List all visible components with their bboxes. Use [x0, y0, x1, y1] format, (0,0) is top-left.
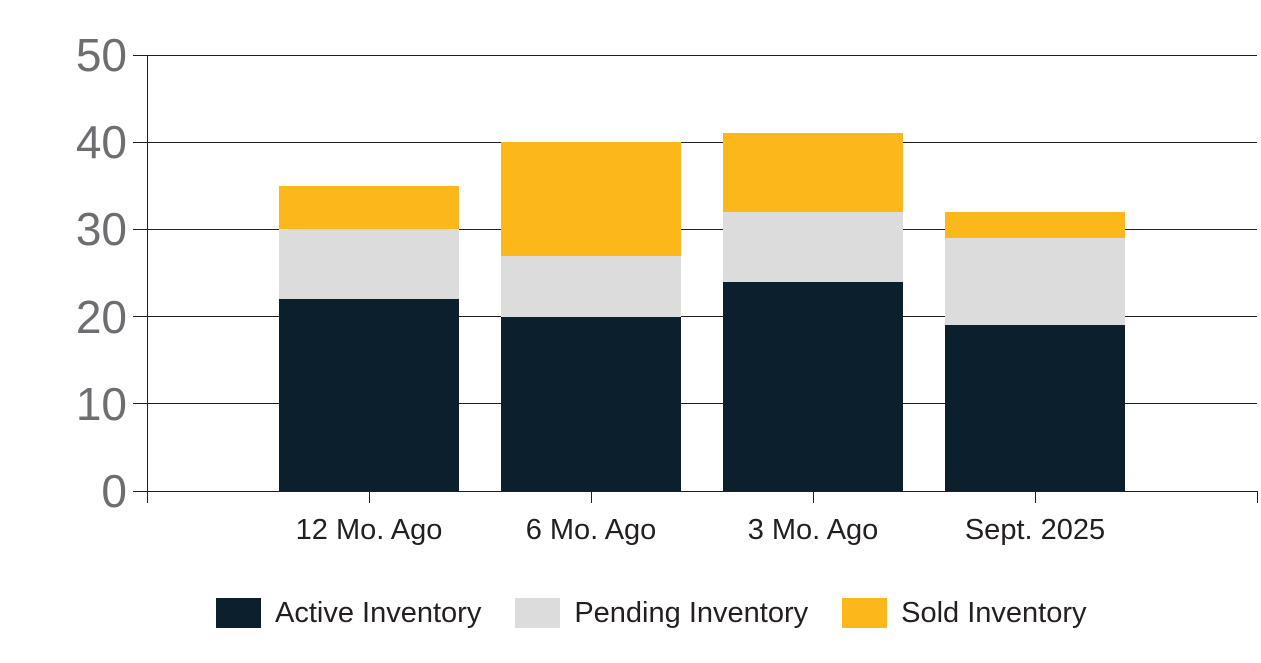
- bar-segment-pending-inventory: [501, 255, 681, 317]
- bar-segment-sold-inventory: [723, 133, 903, 212]
- gridline-50: [133, 54, 1257, 56]
- legend-label: Pending Inventory: [574, 597, 809, 629]
- x-axis-category-label: Sept. 2025: [964, 514, 1106, 546]
- x-axis-category-label: 3 Mo. Ago: [747, 514, 879, 546]
- legend-label: Active Inventory: [275, 597, 482, 629]
- legend-item-pending-inventory: Pending Inventory: [515, 597, 808, 629]
- x-axis-tick: [369, 491, 370, 503]
- y-axis-tick-label: 50: [75, 29, 127, 81]
- legend-swatch: [216, 598, 261, 628]
- x-axis-category-label: 6 Mo. Ago: [525, 514, 657, 546]
- legend-label: Sold Inventory: [901, 597, 1087, 629]
- bar-segment-active-inventory: [279, 299, 459, 491]
- bar-segment-active-inventory: [945, 325, 1125, 491]
- legend-swatch: [515, 598, 561, 628]
- bar-segment-sold-inventory: [279, 185, 459, 230]
- bar-segment-pending-inventory: [723, 211, 903, 282]
- bar-segment-pending-inventory: [945, 238, 1125, 326]
- bar-segment-pending-inventory: [279, 229, 459, 300]
- x-axis-tick: [813, 491, 814, 503]
- bar-segment-sold-inventory: [501, 142, 681, 256]
- legend-swatch: [842, 598, 888, 628]
- x-axis-category-label: 12 Mo. Ago: [295, 514, 443, 546]
- bar-segment-active-inventory: [501, 316, 681, 491]
- x-axis-tick: [1035, 491, 1036, 503]
- legend-item-sold-inventory: Sold Inventory: [842, 597, 1087, 629]
- y-axis-line: [147, 55, 148, 503]
- y-axis-tick-label: 10: [75, 377, 127, 430]
- y-axis-tick-label: 20: [75, 290, 127, 343]
- gridline-30: [133, 228, 1257, 230]
- y-axis-tick-label: 40: [75, 116, 127, 169]
- gridline-40: [133, 141, 1257, 143]
- y-axis-tick-label: 30: [75, 203, 127, 256]
- x-axis-end-tick: [1257, 491, 1258, 503]
- gridline-0: [133, 490, 1257, 492]
- legend-item-active-inventory: Active Inventory: [216, 597, 481, 629]
- gridline-20: [133, 316, 1257, 318]
- x-axis-tick: [591, 491, 592, 503]
- bar-segment-active-inventory: [723, 281, 903, 491]
- bar-segment-sold-inventory: [945, 211, 1125, 239]
- gridline-10: [133, 403, 1257, 405]
- chart-legend: Active Inventory Pending Inventory Sold In…: [216, 597, 1087, 629]
- y-axis-tick-label: 0: [101, 465, 127, 517]
